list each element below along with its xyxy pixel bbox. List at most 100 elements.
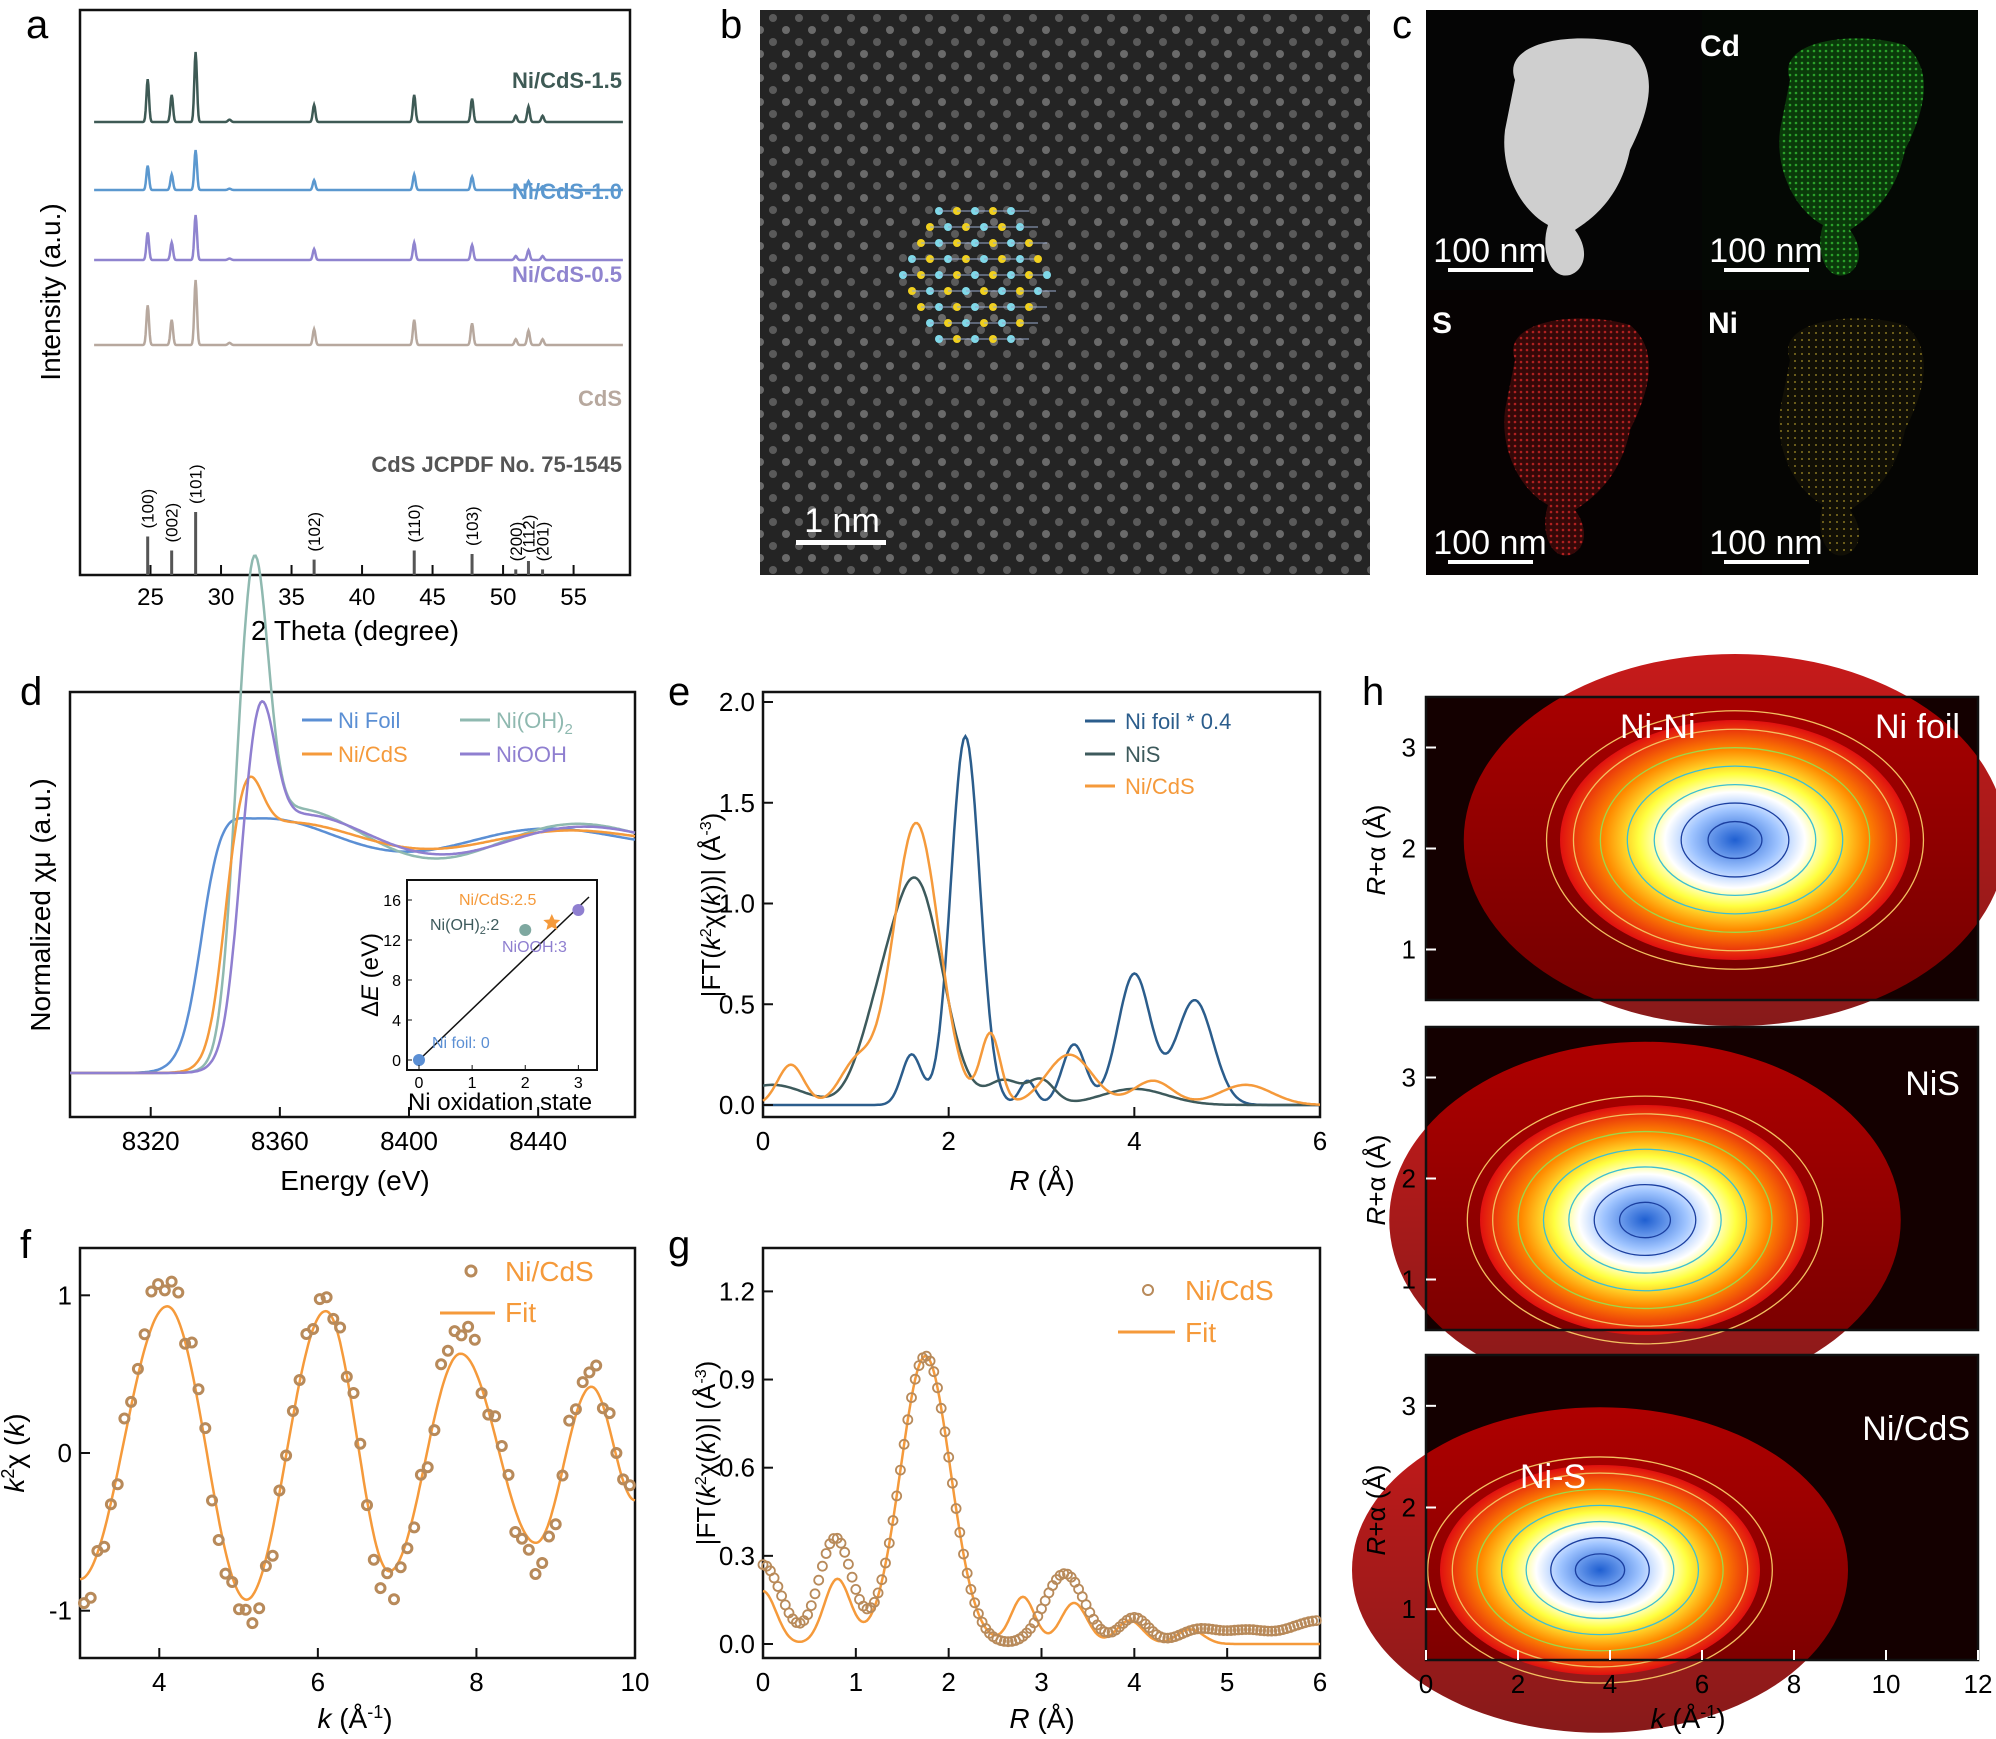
- y-tick-label: 1: [58, 1280, 72, 1310]
- kfit-point: [280, 1449, 293, 1462]
- kfit-point: [104, 1498, 117, 1511]
- rfit-point: [947, 1477, 958, 1489]
- ft-ylabel: |FT(k2χ(k))| (Å-3): [696, 813, 726, 998]
- wt-contour: [1653, 783, 1817, 897]
- wt-contour: [1427, 1456, 1773, 1684]
- x-tick-label: 8440: [509, 1126, 567, 1156]
- kfit-point: [482, 1408, 495, 1421]
- wt-ylabel-1: R+α (Å): [1361, 805, 1391, 896]
- panel-d: Ni Foil Ni(OH)2 Ni/CdS NiOOH 0 1 2 30481216…: [25, 554, 637, 1196]
- inset-ytick-label: 12: [383, 933, 401, 950]
- kfit-line: [79, 1305, 636, 1601]
- kfit-frame: [78, 1246, 637, 1660]
- rfit-point: [1225, 1625, 1237, 1636]
- x-tick-label: 0: [756, 1126, 770, 1156]
- inset-fit-line: [418, 896, 590, 1061]
- kfit-point: [199, 1422, 212, 1435]
- rfit-point: [961, 1567, 973, 1579]
- kfit-point: [259, 1560, 272, 1572]
- kfit-point: [226, 1576, 239, 1588]
- wt-contour: [1680, 802, 1790, 878]
- kfit-point: [84, 1591, 97, 1604]
- rfit-point: [887, 1515, 899, 1526]
- atom: [1043, 271, 1051, 279]
- rfit-point: [809, 1588, 821, 1600]
- rfit-point: [1214, 1624, 1226, 1636]
- rfit-point: [1206, 1623, 1218, 1635]
- wt-xlabel: k (Å-1): [1650, 1702, 1725, 1734]
- ft-ni-foil: [763, 733, 1320, 1107]
- inset-xtick-label: 3: [574, 1075, 583, 1092]
- rfit-point: [1158, 1632, 1170, 1644]
- legend-ni-foil: Ni Foil: [338, 708, 400, 733]
- panel-f: Ni/CdS Fit 4 6 8 10 -1 0 1 k (Å-1) k2χ (k): [0, 1246, 649, 1734]
- kfit-point: [239, 1603, 252, 1616]
- kfit-point: [138, 1328, 151, 1341]
- xrd-ylabel: Intensity (a.u.): [35, 203, 66, 380]
- legend-nis: NiS: [1125, 742, 1160, 767]
- kfit-ylabel: k2χ (k): [0, 1413, 30, 1492]
- kfit-point: [361, 1499, 373, 1512]
- kfit-point: [576, 1376, 589, 1389]
- y-tick-label: 2: [1402, 1493, 1416, 1523]
- kfit-point: [408, 1521, 421, 1534]
- rfit-point: [1199, 1623, 1211, 1634]
- rfit-point: [828, 1533, 839, 1544]
- panel-letter-e: e: [668, 670, 690, 714]
- ft-xlabel: R (Å): [1009, 1165, 1074, 1196]
- kfit-point: [367, 1553, 380, 1566]
- kfit-point: [543, 1530, 555, 1543]
- ref-stick-label: (103): [463, 506, 482, 546]
- eds-scale-3: 100 nm: [1433, 524, 1546, 562]
- eds-label-cd: Cd: [1700, 30, 1740, 63]
- s-map-particle: [1504, 318, 1649, 556]
- eds-label-s: S: [1432, 307, 1452, 340]
- kfit-point: [590, 1359, 603, 1372]
- x-tick-label: 45: [419, 584, 446, 611]
- xrd-label-05: Ni/CdS-0.5: [512, 262, 622, 287]
- inset-point: [572, 904, 585, 916]
- ft-ni-cds: [762, 821, 1320, 1106]
- rfit-point: [869, 1596, 880, 1608]
- wt-map-heat-2: [1440, 1465, 1760, 1675]
- x-tick-label: 55: [560, 584, 587, 611]
- wt-contour: [1525, 1520, 1675, 1620]
- y-tick-label: 1: [1402, 1594, 1416, 1624]
- rfit-point: [950, 1503, 962, 1514]
- legend-rfit-line: Fit: [1185, 1317, 1216, 1348]
- rfit-point: [924, 1355, 936, 1367]
- panel-letter-g: g: [668, 1223, 690, 1267]
- kfit-point: [172, 1286, 185, 1299]
- x-tick-label: 4: [152, 1667, 166, 1697]
- rfit-point: [969, 1597, 981, 1609]
- rfit-point: [935, 1402, 947, 1414]
- panel-b: 1 nm: [760, 10, 1370, 575]
- rfit-point: [1251, 1624, 1263, 1636]
- rfit-point: [1203, 1623, 1214, 1635]
- kfit-point: [347, 1387, 360, 1399]
- kfit-point: [340, 1370, 353, 1383]
- rfit-point: [1266, 1625, 1278, 1637]
- rfit-line: [762, 1354, 1320, 1646]
- wt-contour: [1626, 765, 1844, 915]
- kfit-point: [468, 1333, 481, 1346]
- wt-annot-nini: Ni-Ni: [1620, 708, 1696, 746]
- haadf-particle: [1504, 38, 1649, 276]
- rfit-point: [1262, 1625, 1274, 1637]
- xrd-trace-0: [94, 51, 623, 124]
- legend-ni-cds: Ni/CdS: [338, 742, 408, 767]
- kfit-point: [509, 1526, 522, 1538]
- kfit-point: [623, 1479, 636, 1492]
- kfit-point: [158, 1284, 171, 1297]
- x-tick-label: 5: [1220, 1667, 1234, 1697]
- kfit-point: [401, 1542, 414, 1555]
- rfit-point: [817, 1560, 828, 1572]
- kfit-point: [495, 1440, 508, 1452]
- x-tick-label: 40: [349, 584, 376, 611]
- y-tick-label: 0.9: [719, 1365, 755, 1395]
- wt-map-heat-1: [1480, 1105, 1810, 1335]
- inset-label-niooh: NiOOH:3: [502, 939, 567, 956]
- x-tick-label: 2: [1511, 1669, 1525, 1699]
- wt-contour: [1618, 1201, 1672, 1239]
